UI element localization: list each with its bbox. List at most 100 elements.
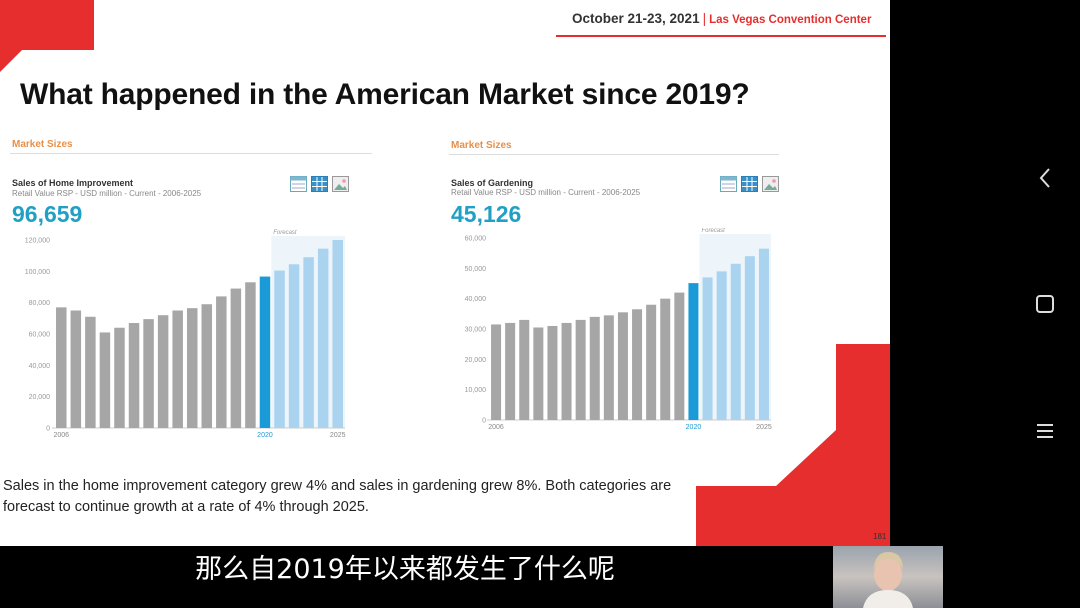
bar-2011: [128, 323, 140, 428]
image-icon[interactable]: [762, 176, 779, 192]
home-square-icon: [1036, 295, 1054, 313]
bar-2017: [216, 296, 227, 428]
bar-2014: [603, 315, 614, 420]
forecast-label: Forecast: [702, 228, 726, 234]
bar-2008: [519, 319, 530, 420]
menu-button[interactable]: [1020, 411, 1070, 451]
bar-2010: [114, 327, 125, 428]
bar-2020: [688, 283, 699, 420]
event-separator: |: [702, 11, 707, 26]
headline-value-right: 45,126: [451, 201, 522, 227]
corner-decoration: [0, 0, 94, 72]
forecast-label: Forecast: [273, 230, 297, 236]
y-tick-label: 40,000: [29, 363, 51, 370]
bar-2023: [730, 263, 741, 420]
home-button[interactable]: [1020, 284, 1070, 324]
menu-lines-icon: [1037, 424, 1053, 438]
bar-2016: [632, 309, 643, 420]
bar-2021: [274, 270, 285, 428]
home-improvement-bar-chart: Forecast 0 20,000 40,000 60,000 80,000 100,000…: [25, 230, 346, 439]
section-divider-left: [10, 153, 372, 154]
bar-2012: [143, 319, 154, 428]
event-date: October 21-23, 2021: [572, 11, 700, 26]
chart-subtitle-right: Retail Value RSP - USD million - Current…: [451, 188, 641, 197]
bar-2008: [85, 316, 96, 428]
bar-2012: [575, 319, 586, 420]
y-tick-label: 20,000: [29, 394, 51, 401]
y-tick-label: 60,000: [29, 332, 51, 339]
bar-2010: [547, 325, 558, 420]
y-tick-label: 30,000: [465, 327, 487, 334]
grid-icon[interactable]: [311, 176, 328, 192]
event-venue: Las Vegas Convention Center: [709, 14, 872, 26]
view-icons-right: [720, 176, 779, 192]
y-tick-label: 60,000: [465, 236, 487, 243]
bar-2019: [674, 292, 685, 420]
bar-2013: [157, 315, 169, 428]
bar-2019: [245, 282, 256, 428]
grid-icon[interactable]: [741, 176, 758, 192]
presenter-avatar: [863, 552, 913, 608]
image-icon[interactable]: [332, 176, 349, 192]
bar-2011: [561, 322, 572, 420]
market-sizes-label-right: Market Sizes: [451, 140, 512, 151]
bar-2007: [70, 310, 82, 428]
x-tick-label: 2006: [488, 424, 504, 431]
bar-2017: [646, 304, 657, 420]
bar-2018: [230, 288, 242, 428]
bar-2022: [288, 264, 300, 428]
presenter-webcam: [833, 546, 943, 608]
chart-subtitle-left: Retail Value RSP - USD million - Current…: [12, 189, 202, 198]
bar-2025: [758, 248, 769, 420]
table-icon[interactable]: [720, 176, 737, 192]
bar-2007: [505, 322, 516, 420]
y-tick-label: 100,000: [25, 269, 50, 276]
headline-value-left: 96,659: [12, 201, 83, 227]
table-icon[interactable]: [290, 176, 307, 192]
bar-2006: [56, 307, 67, 428]
subtitle-caption: 那么自2019年以来都发生了什么呢: [195, 554, 615, 585]
y-tick-label: 120,000: [25, 238, 50, 245]
x-tick-label: 2020: [257, 432, 273, 439]
x-tick-label: 2025: [330, 432, 346, 439]
y-tick-label: 20,000: [465, 357, 487, 364]
market-sizes-label-left: Market Sizes: [12, 139, 73, 150]
bar-2006: [491, 324, 502, 420]
bar-2018: [660, 298, 671, 420]
corner-decoration-bottom: [696, 344, 890, 546]
bar-2022: [716, 271, 727, 420]
view-icons-left: [290, 176, 349, 192]
y-tick-label: 50,000: [465, 266, 487, 273]
event-banner: October 21-23, 2021 | Las Vegas Convention…: [572, 11, 871, 26]
slide-title: What happened in the American Market sin…: [20, 78, 750, 111]
bar-2013: [589, 316, 600, 420]
slide-body-text: Sales in the home improvement category g…: [3, 478, 672, 515]
bar-2015: [186, 308, 198, 428]
bar-2009: [99, 332, 111, 428]
navigation-bar: [1010, 0, 1080, 608]
chart-title-left: Sales of Home Improvement: [12, 178, 134, 188]
y-tick-label: 40,000: [465, 296, 487, 303]
back-chevron-icon: [1039, 168, 1050, 188]
bar-2015: [617, 312, 628, 420]
y-tick-label: 0: [46, 426, 50, 433]
bar-2014: [172, 310, 183, 428]
bar-2009: [533, 327, 544, 420]
header-underline: [556, 35, 886, 37]
back-button[interactable]: [1020, 158, 1070, 198]
gardening-bar-chart: Forecast 0 10,000 20,000 30,000 40,000 50,000 6…: [465, 228, 772, 431]
presentation-slide: October 21-23, 2021 | Las Vegas Convention…: [0, 0, 890, 546]
y-tick-label: 80,000: [29, 300, 51, 307]
x-tick-label: 2020: [686, 424, 702, 431]
bar-2016: [201, 304, 213, 428]
y-tick-label: 10,000: [465, 387, 487, 394]
page-mark: 181: [873, 532, 887, 541]
bar-2024: [744, 256, 755, 420]
bar-2023: [303, 257, 314, 428]
bar-2025: [332, 240, 343, 428]
section-divider-right: [449, 154, 779, 155]
x-tick-label: 2006: [53, 432, 69, 439]
bar-2020: [259, 276, 271, 428]
x-tick-label: 2025: [756, 424, 772, 431]
bar-2024: [317, 248, 329, 428]
